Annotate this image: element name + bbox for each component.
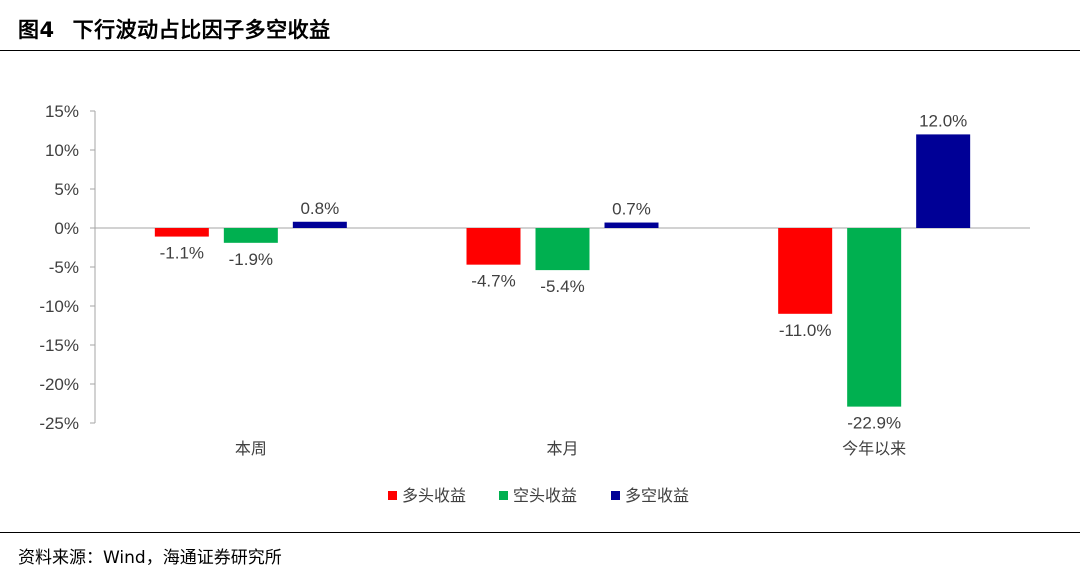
data-label: 12.0% — [919, 111, 967, 130]
data-label: -1.1% — [160, 244, 204, 263]
data-label: -4.7% — [471, 272, 515, 291]
x-category-label: 今年以来 — [842, 440, 906, 458]
data-label: -22.9% — [847, 414, 901, 433]
data-label: -1.9% — [229, 250, 273, 269]
bar-1 — [466, 228, 521, 265]
legend-label: 多头收益 — [402, 487, 466, 505]
y-tick-label: -5% — [49, 258, 79, 277]
x-category-label: 本月 — [546, 440, 578, 458]
source-note: 资料来源：Wind，海通证券研究所 — [18, 548, 282, 568]
y-tick-label: 0% — [54, 219, 79, 238]
figure-title-text: 下行波动占比因子多空收益 — [72, 18, 331, 42]
y-tick-label: -10% — [39, 297, 79, 316]
legend-swatch-2 — [499, 491, 508, 500]
bar-3 — [604, 222, 659, 228]
y-tick-label: -25% — [39, 414, 79, 433]
bar-2 — [847, 228, 902, 407]
figure-number: 图4 — [18, 18, 55, 42]
data-label: -5.4% — [540, 277, 584, 296]
bar-1 — [154, 228, 209, 237]
legend-swatch-3 — [611, 491, 620, 500]
x-category-label: 本周 — [235, 440, 267, 458]
bar-3 — [292, 221, 347, 228]
figure-title: 图4 下行波动占比因子多空收益 — [18, 14, 331, 44]
bar-chart: 15% 10% 5% 0% -5% -10% -15% -20% -25% -1.1% -1.9% 0… — [39, 102, 1030, 505]
legend-swatch-1 — [388, 491, 397, 500]
bar-3 — [916, 134, 971, 228]
bar-1 — [778, 228, 833, 314]
figure-footer: 资料来源：Wind，海通证券研究所 — [0, 532, 1080, 572]
data-label: 0.7% — [612, 200, 651, 219]
y-tick-label: 10% — [45, 141, 79, 160]
y-tick-label: 15% — [45, 102, 79, 121]
y-tick-label: 5% — [54, 180, 79, 199]
bar-2 — [535, 228, 590, 271]
legend-label: 空头收益 — [513, 487, 577, 505]
bar-2 — [223, 228, 278, 243]
data-label: -11.0% — [779, 321, 832, 340]
data-label: 0.8% — [300, 199, 339, 218]
y-tick-label: -15% — [39, 336, 79, 355]
legend-label: 多空收益 — [625, 487, 689, 505]
y-tick-label: -20% — [39, 375, 79, 394]
figure-header: 图4 下行波动占比因子多空收益 — [0, 0, 1080, 51]
